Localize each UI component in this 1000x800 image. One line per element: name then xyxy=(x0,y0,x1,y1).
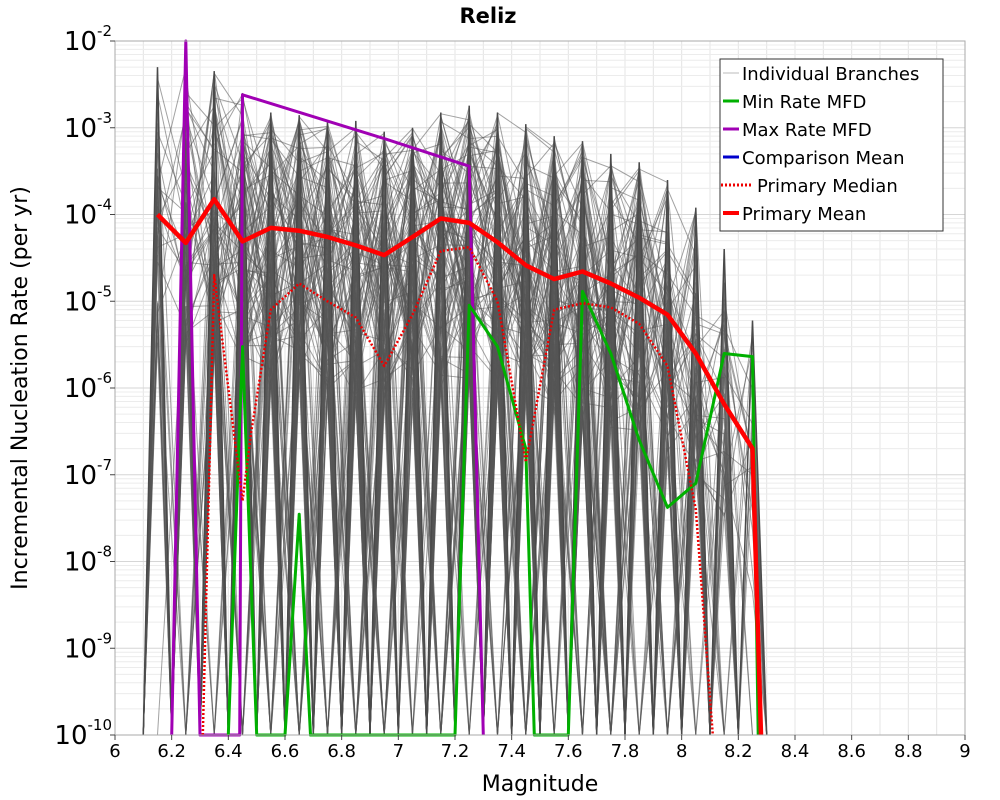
y-tick-label: 10-2 xyxy=(64,22,112,57)
branch-envelope-spike xyxy=(567,141,598,736)
x-tick-label: 6.4 xyxy=(214,741,243,762)
x-tick-label: 6 xyxy=(109,741,120,762)
x-tick-label: 7.8 xyxy=(611,741,640,762)
legend: Individual Branches Min Rate MFD Max Rate … xyxy=(719,58,944,232)
branch-envelope-spike xyxy=(425,112,456,736)
x-tick-label: 8.6 xyxy=(837,741,866,762)
branch-line xyxy=(171,127,768,736)
branch-envelope-spike xyxy=(624,162,655,736)
branch-envelope-spike xyxy=(199,71,230,736)
x-tick-label: 7.6 xyxy=(554,741,583,762)
branch-envelope-spike xyxy=(652,179,683,736)
x-tick-label: 6.6 xyxy=(271,741,300,762)
branch-envelope-spike xyxy=(255,112,286,736)
x-tick-label: 7.2 xyxy=(441,741,470,762)
branch-envelope-spike xyxy=(369,131,400,736)
branch-line xyxy=(228,123,768,736)
branch-envelope-spike xyxy=(227,93,258,736)
x-tick-label: 7 xyxy=(393,741,404,762)
x-tick-label: 7.4 xyxy=(497,741,526,762)
y-axis-ticks: 10-10 10-9 10-8 10-7 10-6 10-5 10-4 10-3 10-2 xyxy=(54,22,115,751)
branch-envelope-spike xyxy=(595,153,626,736)
legend-label: Primary Mean xyxy=(742,204,866,225)
branch-envelope-spike xyxy=(482,112,513,736)
branch-envelope-spike xyxy=(680,207,711,736)
branch-envelope-spike xyxy=(539,136,570,736)
branch-line xyxy=(199,123,654,736)
x-tick-label: 6.2 xyxy=(157,741,186,762)
y-tick-label: 10-8 xyxy=(64,543,112,578)
legend-label: Primary Median xyxy=(757,176,898,197)
series-primary-median xyxy=(201,245,715,736)
x-tick-label: 8 xyxy=(676,741,687,762)
branch-envelope-spike xyxy=(510,124,541,736)
y-tick-label: 10-6 xyxy=(64,369,112,404)
x-tick-label: 6.8 xyxy=(327,741,356,762)
legend-label: Max Rate MFD xyxy=(742,120,872,141)
x-axis-ticks: 6 6.2 6.4 6.6 6.8 7 7.2 7.4 7.6 7.8 8 8.2 8.4 8.6 8.8 9 xyxy=(109,735,971,762)
x-axis-label: Magnitude xyxy=(482,772,599,797)
legend-label: Individual Branches xyxy=(742,64,919,85)
x-tick-label: 8.8 xyxy=(894,741,923,762)
branch-line xyxy=(228,150,683,736)
branch-envelope-spike xyxy=(737,320,768,736)
branch-line xyxy=(142,78,739,736)
y-axis-label: Incremental Nucleation Rate (per yr) xyxy=(8,186,33,590)
legend-box xyxy=(719,58,944,232)
y-tick-label: 10-7 xyxy=(64,456,112,491)
series-lines xyxy=(155,39,764,737)
series-min-rate-mfd xyxy=(226,289,760,737)
y-tick-label: 10-3 xyxy=(64,109,112,144)
y-tick-label: 10-4 xyxy=(64,196,112,231)
branch-envelope-spike xyxy=(340,120,371,736)
branch-line xyxy=(227,133,739,736)
legend-label: Comparison Mean xyxy=(742,148,905,169)
branch-envelope-spike xyxy=(397,127,428,736)
y-tick-label: 10-5 xyxy=(64,282,112,317)
chart-title: Reliz xyxy=(459,4,516,28)
y-tick-label: 10-10 xyxy=(54,716,112,751)
x-tick-label: 9 xyxy=(959,741,970,762)
series-primary-mean xyxy=(155,196,764,736)
legend-label: Min Rate MFD xyxy=(742,92,866,113)
y-tick-label: 10-9 xyxy=(64,629,112,664)
branch-envelope-spike xyxy=(284,115,315,736)
branch-envelope-spike xyxy=(142,67,173,736)
x-tick-label: 8.4 xyxy=(781,741,810,762)
branch-line xyxy=(142,93,768,736)
x-tick-label: 8.2 xyxy=(724,741,753,762)
branch-envelope-spike xyxy=(709,248,740,736)
